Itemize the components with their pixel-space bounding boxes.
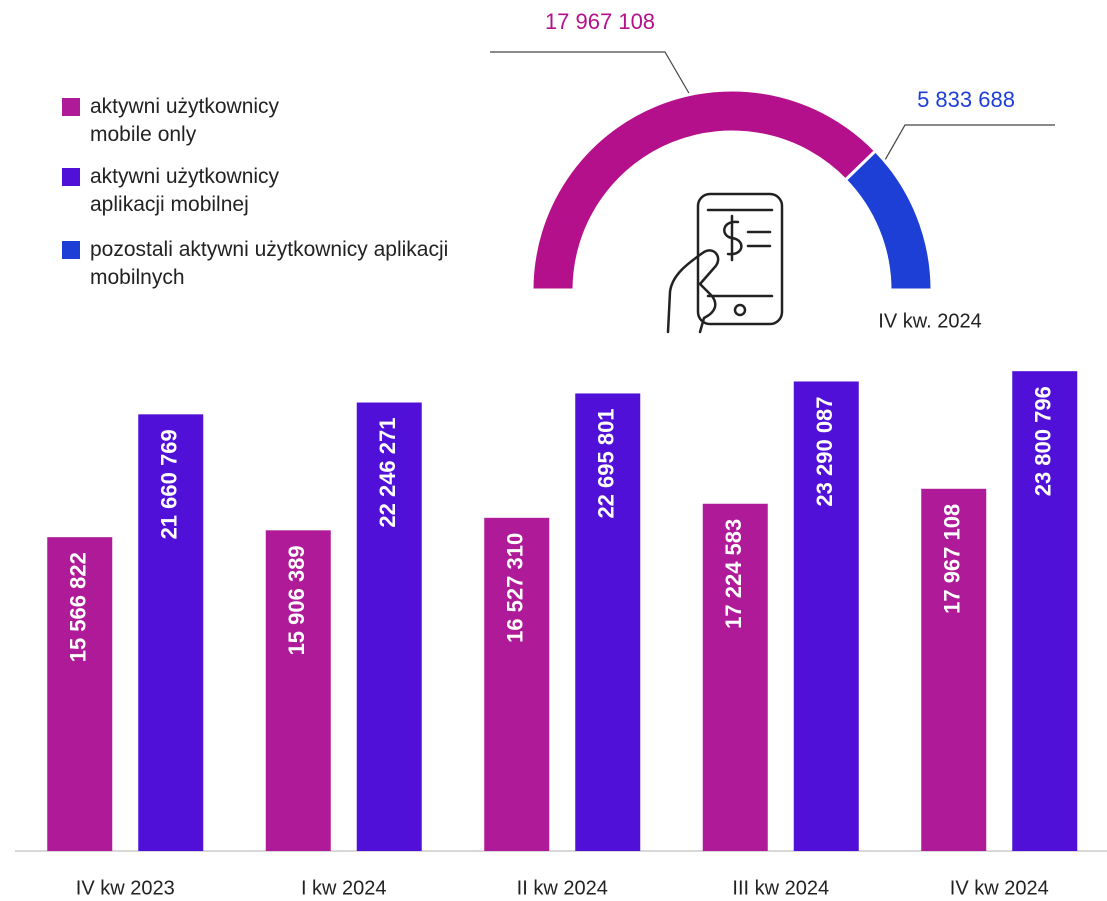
pie-slice [843,148,934,292]
pie-title: IV kw. 2024 [878,310,981,332]
legend-swatch [62,241,80,259]
bar [702,503,768,851]
bar [484,517,550,851]
legend-label: aktywni użytkownicy mobile only [90,95,280,146]
legend-swatch [62,168,80,186]
phone-icon [666,192,784,334]
value-label: 21 660 769 [157,429,182,539]
bar [1012,371,1078,851]
bar [47,537,113,851]
legend-item: aktywni użytkownicy mobile only [62,93,342,149]
legend-swatch [62,98,80,116]
pie-slice [530,88,878,292]
bar [793,381,859,851]
legend-label: pozostali aktywni użytkownicy aplikacji … [90,238,449,289]
value-label: 23 290 087 [812,396,837,506]
x-tick-label: II kw 2024 [517,877,608,899]
legend-label: aktywni użytkownicy aplikacji mobilnej [90,165,280,216]
x-tick-label: I kw 2024 [301,877,387,899]
value-label: 17 224 583 [721,519,746,629]
x-tick-label: III kw 2024 [732,877,829,899]
leader-line [490,51,691,96]
value-label: 15 566 822 [66,552,91,662]
value-label: 16 527 310 [503,533,528,643]
value-label: 23 800 796 [1031,386,1056,496]
legend-item: aktywni użytkownicy aplikacji mobilnej [62,163,352,219]
bar [265,530,331,851]
bar [575,393,641,851]
bar [138,414,204,851]
value-label: 15 906 389 [284,545,309,655]
bar [921,488,987,851]
value-label: 17 967 108 [545,9,655,34]
legend-item: pozostali aktywni użytkownicy aplikacji … [62,236,462,292]
value-label: 5 833 688 [917,87,1015,112]
value-label: 22 695 801 [594,408,619,518]
x-tick-label: IV kw 2023 [76,877,175,899]
bar [356,402,422,851]
leader-line [884,124,1055,161]
x-tick-label: IV kw 2024 [950,877,1049,899]
value-label: 22 246 271 [375,418,400,528]
value-label: 17 967 108 [940,504,965,614]
